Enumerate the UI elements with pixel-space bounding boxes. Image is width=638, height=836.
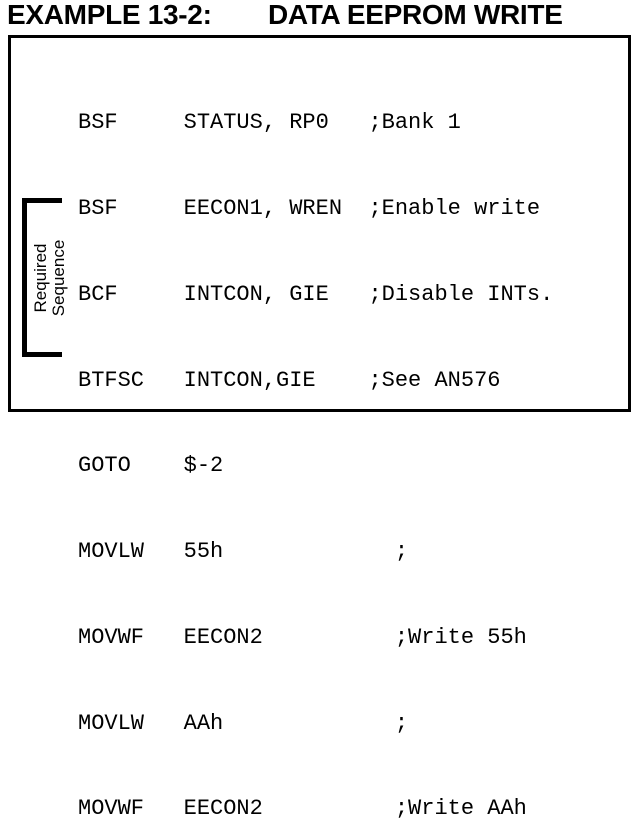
code-line: BTFSC INTCON,GIE ;See AN576 xyxy=(78,367,501,393)
code-line: BSF STATUS, RP0 ;Bank 1 xyxy=(78,110,461,136)
example-header: EXAMPLE 13-2: DATA EEPROM WRITE xyxy=(7,1,563,29)
required-sequence-label-line2: Sequence xyxy=(49,239,68,317)
required-sequence-label-line1: Required xyxy=(31,243,50,313)
code-box: BSF STATUS, RP0 ;Bank 1 BSF EECON1, WREN… xyxy=(8,35,631,821)
code-listing: BSF STATUS, RP0 ;Bank 1 BSF EECON1, WREN… xyxy=(78,52,566,836)
code-line: MOVWF EECON2 ;Write AAh xyxy=(78,796,527,822)
code-line: BSF EECON1, WREN ;Enable write xyxy=(78,195,541,221)
code-line: MOVWF EECON2 ;Write 55h xyxy=(78,624,527,650)
required-sequence-label: Required Sequence xyxy=(31,222,68,334)
code-line: MOVLW 55h ; xyxy=(78,539,409,565)
code-line: BCF INTCON, GIE ;Disable INTs. xyxy=(78,281,554,307)
code-line: MOVLW AAh ; xyxy=(78,710,409,736)
required-sequence-bracket xyxy=(22,198,62,357)
code-line: GOTO $-2 xyxy=(78,453,224,479)
example-number-label: EXAMPLE 13-2: xyxy=(7,0,212,30)
example-title: DATA EEPROM WRITE xyxy=(268,0,563,30)
